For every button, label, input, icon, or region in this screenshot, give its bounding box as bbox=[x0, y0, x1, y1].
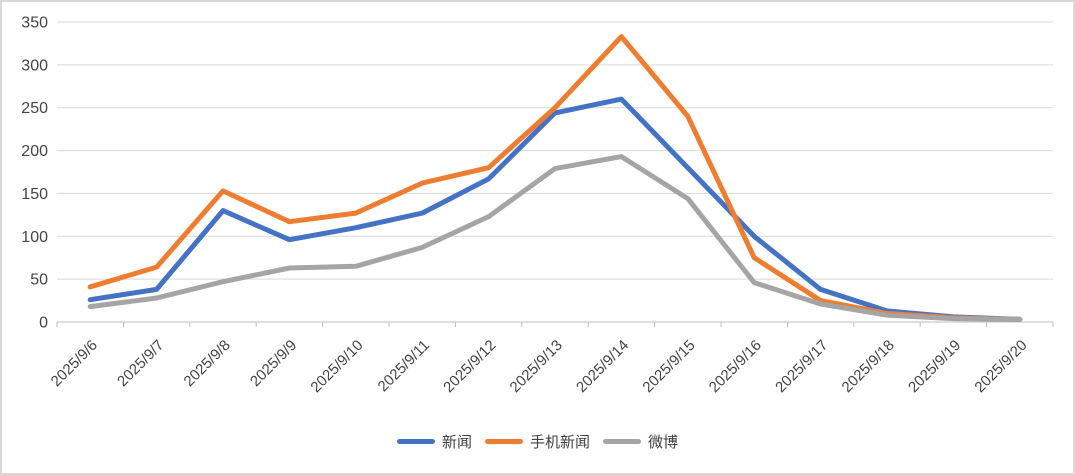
y-axis-label: 0 bbox=[39, 315, 48, 332]
x-axis-label: 2025/9/11 bbox=[375, 337, 433, 395]
y-axis-label: 250 bbox=[21, 100, 48, 117]
x-axis-label: 2025/9/12 bbox=[440, 337, 499, 396]
y-axis-label: 100 bbox=[21, 229, 48, 246]
y-axis-label: 350 bbox=[21, 15, 48, 32]
x-axis-label: 2025/9/17 bbox=[772, 337, 831, 396]
x-axis-label: 2025/9/18 bbox=[839, 337, 898, 396]
x-axis-label: 2025/9/19 bbox=[905, 337, 964, 396]
x-axis-label: 2025/9/9 bbox=[247, 337, 300, 390]
x-axis-label: 2025/9/7 bbox=[114, 337, 167, 390]
series-line-2 bbox=[87, 154, 1023, 322]
series-line-1 bbox=[87, 34, 1023, 322]
series-line-0 bbox=[87, 96, 1023, 322]
x-axis-label: 2025/9/6 bbox=[48, 337, 101, 390]
x-axis-label: 2025/9/14 bbox=[573, 337, 632, 396]
y-axis-label: 200 bbox=[21, 143, 48, 160]
y-axis-label: 150 bbox=[21, 186, 48, 203]
y-axis-label: 300 bbox=[21, 57, 48, 74]
x-axis-label: 2025/9/16 bbox=[706, 337, 765, 396]
x-axis-label: 2025/9/15 bbox=[639, 337, 698, 396]
x-axis-label: 2025/9/8 bbox=[181, 337, 234, 390]
x-axis-label: 2025/9/20 bbox=[971, 337, 1030, 396]
y-axis-label: 50 bbox=[30, 272, 48, 289]
x-axis-label: 2025/9/10 bbox=[307, 337, 366, 396]
x-axis-label: 2025/9/13 bbox=[507, 337, 566, 396]
